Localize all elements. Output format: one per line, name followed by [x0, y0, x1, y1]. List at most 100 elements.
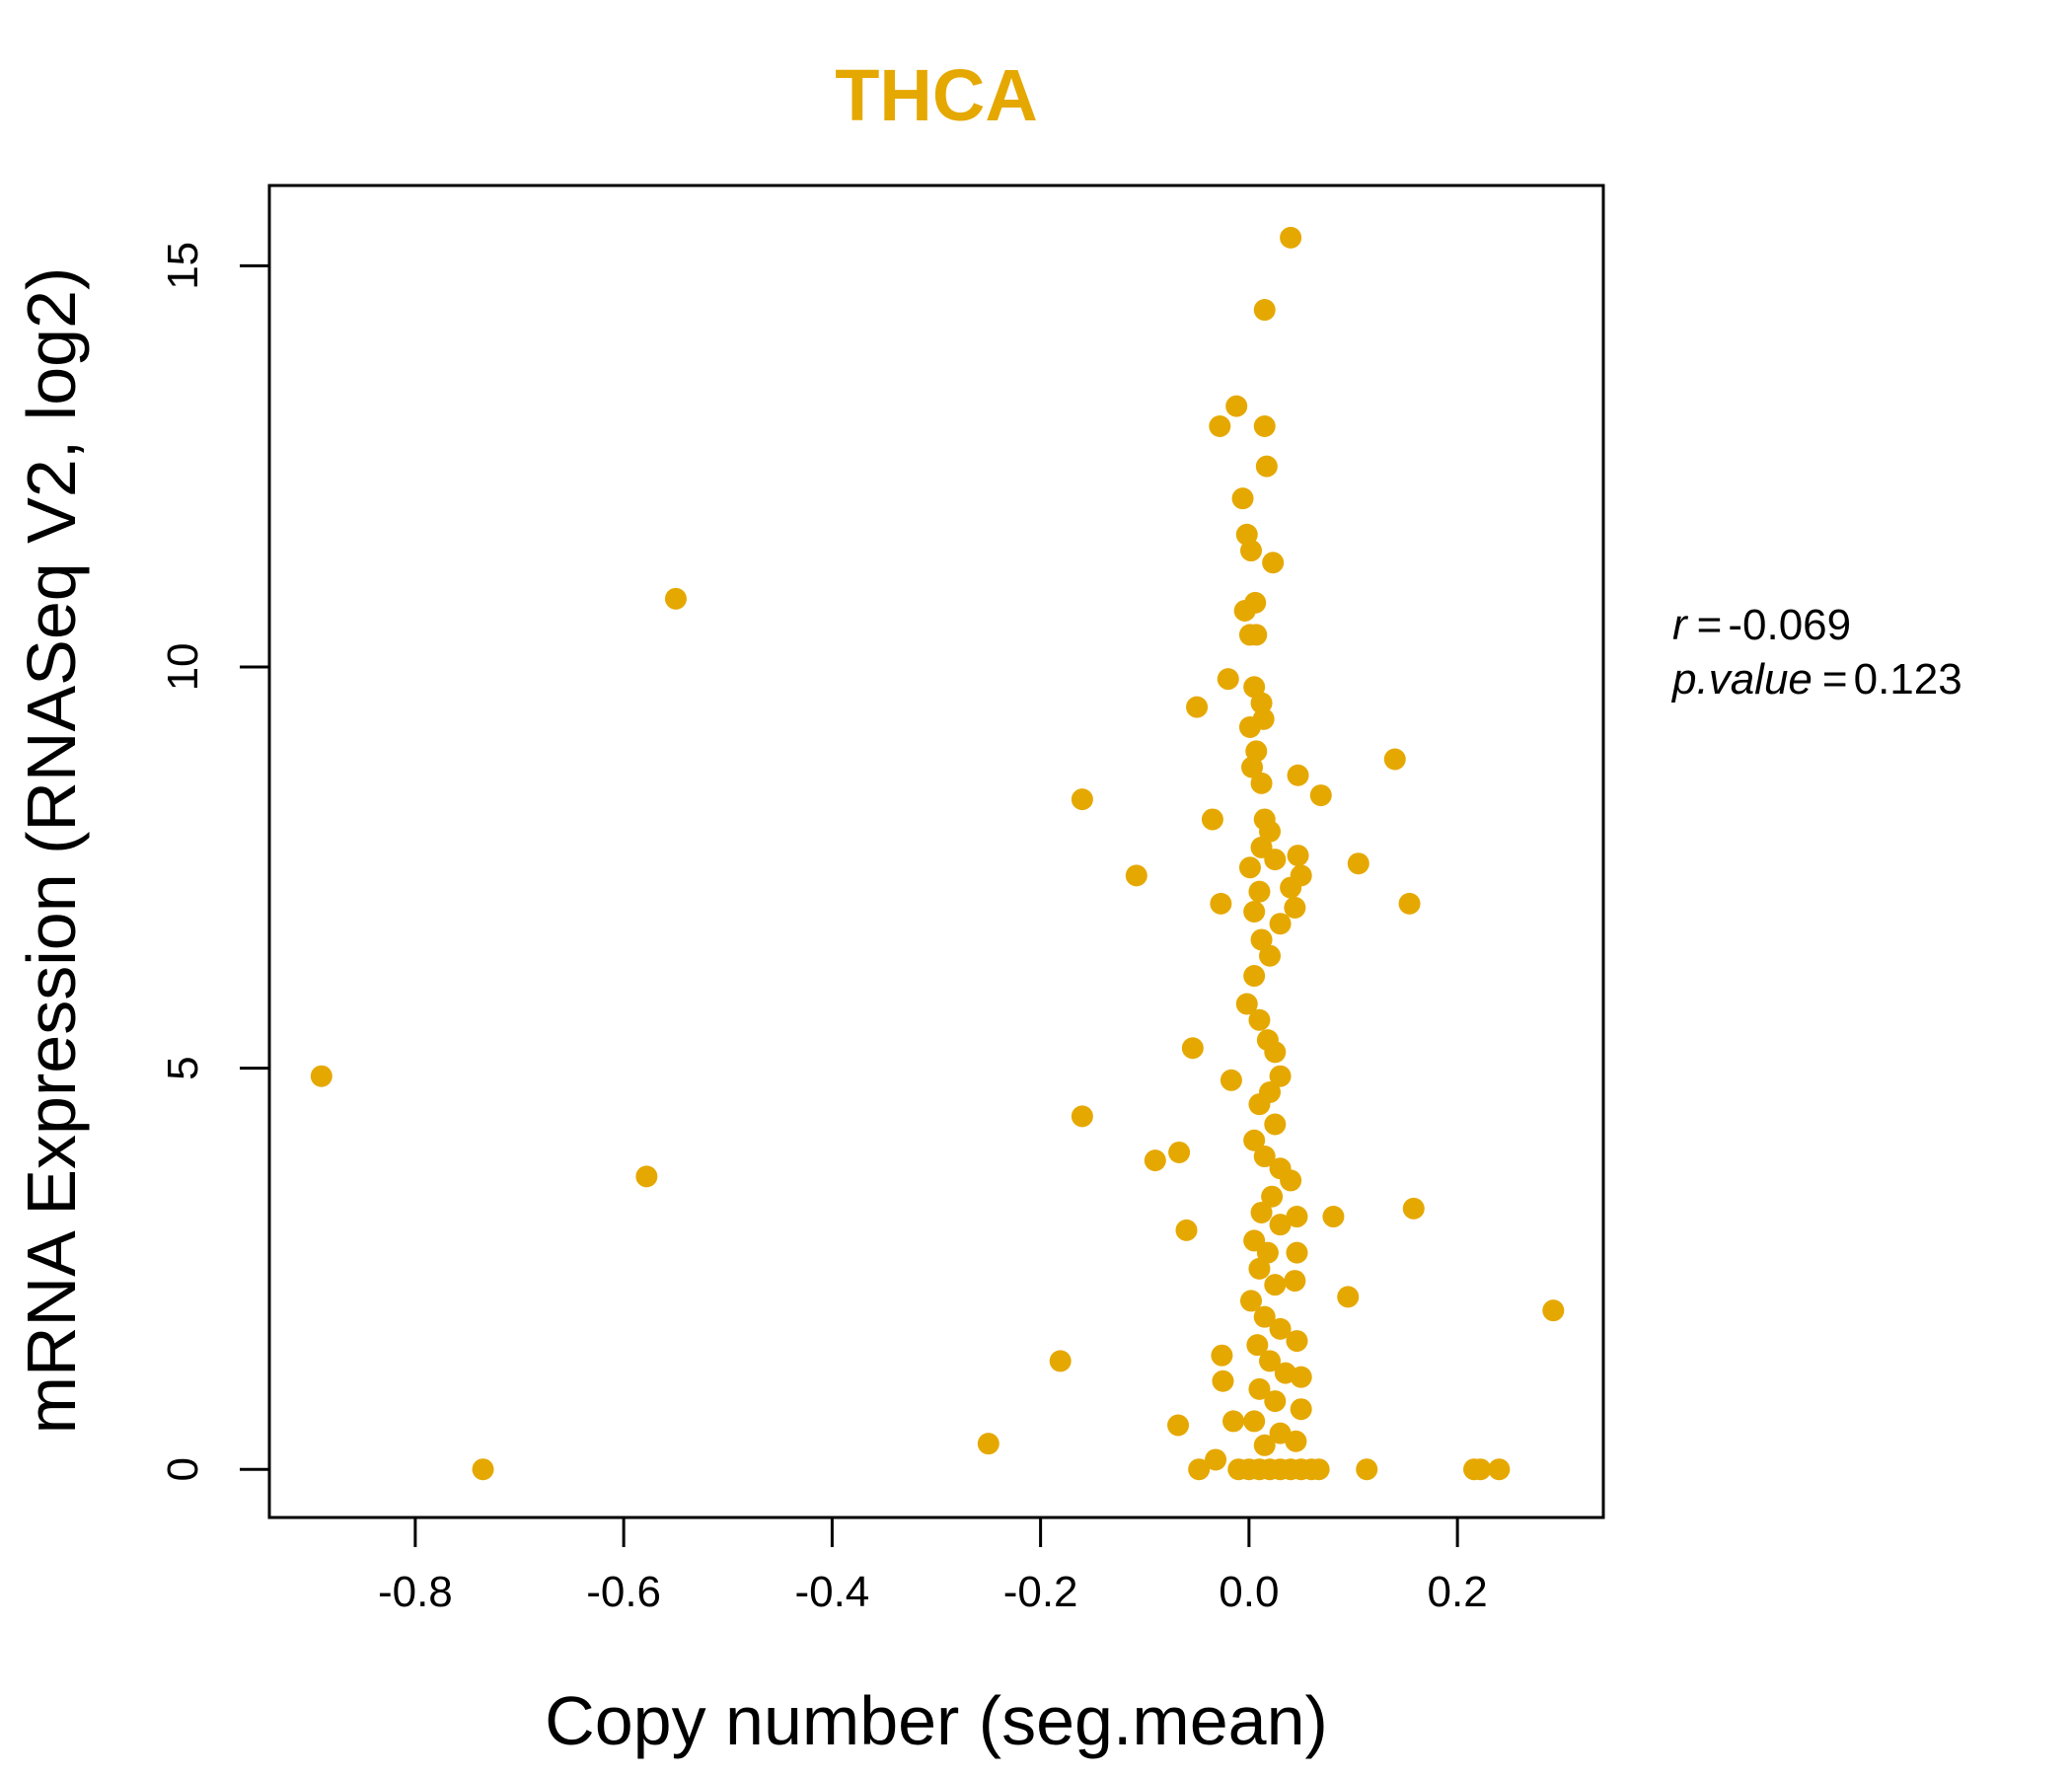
data-point — [1383, 748, 1406, 771]
data-point — [1253, 299, 1276, 322]
data-point — [1243, 1129, 1266, 1151]
data-point — [1269, 1065, 1292, 1087]
data-point — [1256, 1241, 1279, 1264]
data-point — [1287, 845, 1309, 867]
data-point — [1125, 864, 1147, 887]
correlation-stats: r = -0.069 p.value = 0.123 — [1670, 601, 1962, 703]
data-point — [472, 1458, 494, 1481]
data-point — [1259, 944, 1281, 967]
data-point — [1250, 928, 1273, 951]
data-point — [1238, 856, 1261, 879]
data-point — [1253, 1434, 1276, 1456]
data-point — [1250, 772, 1273, 794]
r-value: -0.069 — [1728, 601, 1851, 649]
y-tick-label: 5 — [159, 1056, 207, 1079]
x-tick-label: -0.6 — [586, 1568, 661, 1616]
data-point — [1243, 1410, 1266, 1433]
data-point — [310, 1065, 333, 1087]
data-point — [1167, 1414, 1190, 1437]
data-point — [1269, 1317, 1292, 1340]
data-point — [1356, 1458, 1378, 1481]
data-point — [1175, 1219, 1198, 1241]
data-point — [1209, 414, 1231, 437]
p-label: p.value — [1670, 655, 1813, 703]
data-point — [1225, 395, 1248, 417]
data-point — [1186, 696, 1209, 718]
data-point — [1284, 1270, 1306, 1293]
data-point — [1286, 1330, 1308, 1353]
data-point — [1290, 1366, 1312, 1388]
data-point — [1264, 849, 1287, 871]
data-point — [1248, 1093, 1271, 1116]
y-tick-label: 0 — [159, 1457, 207, 1481]
data-point — [1307, 1458, 1330, 1481]
data-point — [1280, 226, 1302, 249]
data-point — [1253, 1146, 1276, 1168]
data-point — [1212, 1369, 1234, 1392]
data-point — [1238, 624, 1261, 646]
data-point — [1264, 1274, 1287, 1296]
data-point — [1248, 1257, 1271, 1280]
data-point — [1071, 1105, 1093, 1128]
data-point — [1264, 1113, 1287, 1136]
data-point — [1255, 455, 1278, 478]
data-point — [1243, 965, 1266, 988]
data-point — [1233, 600, 1256, 623]
x-tick-label: 0.2 — [1428, 1568, 1488, 1616]
data-point — [1253, 1305, 1276, 1328]
data-point — [1248, 1008, 1271, 1031]
data-point — [1253, 414, 1276, 437]
data-point — [1071, 788, 1093, 811]
data-point — [1235, 993, 1258, 1015]
data-point — [1469, 1458, 1492, 1481]
data-point — [1243, 900, 1266, 923]
data-point — [1168, 1141, 1191, 1163]
data-point — [1488, 1458, 1511, 1481]
data-point — [1201, 808, 1223, 831]
data-point — [1239, 540, 1262, 562]
data-point — [1248, 1377, 1271, 1400]
data-point — [1246, 1334, 1269, 1357]
r-label: r — [1672, 601, 1689, 649]
plot-frame — [267, 184, 1605, 1519]
data-point — [1347, 852, 1369, 875]
data-point — [1542, 1299, 1565, 1322]
data-point — [1264, 1390, 1287, 1413]
data-point — [1237, 1458, 1260, 1481]
data-point — [1181, 1037, 1204, 1060]
p-value: 0.123 — [1854, 655, 1962, 703]
data-point — [1287, 764, 1309, 786]
data-point — [1286, 1241, 1308, 1264]
data-point — [1238, 715, 1261, 738]
data-point — [1284, 896, 1306, 919]
data-point — [1309, 784, 1332, 807]
data-point — [1285, 1430, 1307, 1452]
data-point — [1261, 1185, 1284, 1208]
data-point — [1205, 1448, 1227, 1471]
data-point — [1250, 1201, 1273, 1223]
data-point — [1220, 1069, 1242, 1091]
data-point — [1239, 1290, 1262, 1312]
data-point — [1290, 1398, 1312, 1421]
data-point — [1259, 1350, 1281, 1372]
data-point — [1211, 1344, 1233, 1367]
data-point — [1262, 552, 1285, 574]
x-axis-label: Copy number (seg.mean) — [545, 1682, 1328, 1759]
data-point — [1188, 1458, 1211, 1481]
x-tick-label: 0.0 — [1219, 1568, 1279, 1616]
y-axis-label: mRNA Expression (RNASeq V2, log2) — [13, 267, 90, 1435]
data-point — [1231, 487, 1254, 510]
data-point — [635, 1165, 658, 1188]
data-point — [1398, 892, 1421, 915]
y-tick-label: 10 — [159, 642, 207, 691]
data-point — [1269, 1214, 1292, 1236]
data-point — [1222, 1410, 1245, 1433]
data-point — [1241, 756, 1264, 778]
data-points — [310, 226, 1565, 1481]
y-axis: 0 5 10 15 — [159, 242, 271, 1481]
x-tick-label: -0.8 — [378, 1568, 453, 1616]
data-point — [1286, 1206, 1308, 1228]
x-tick-label: -0.2 — [1003, 1568, 1078, 1616]
p-stat: p.value = 0.123 — [1670, 655, 1962, 703]
